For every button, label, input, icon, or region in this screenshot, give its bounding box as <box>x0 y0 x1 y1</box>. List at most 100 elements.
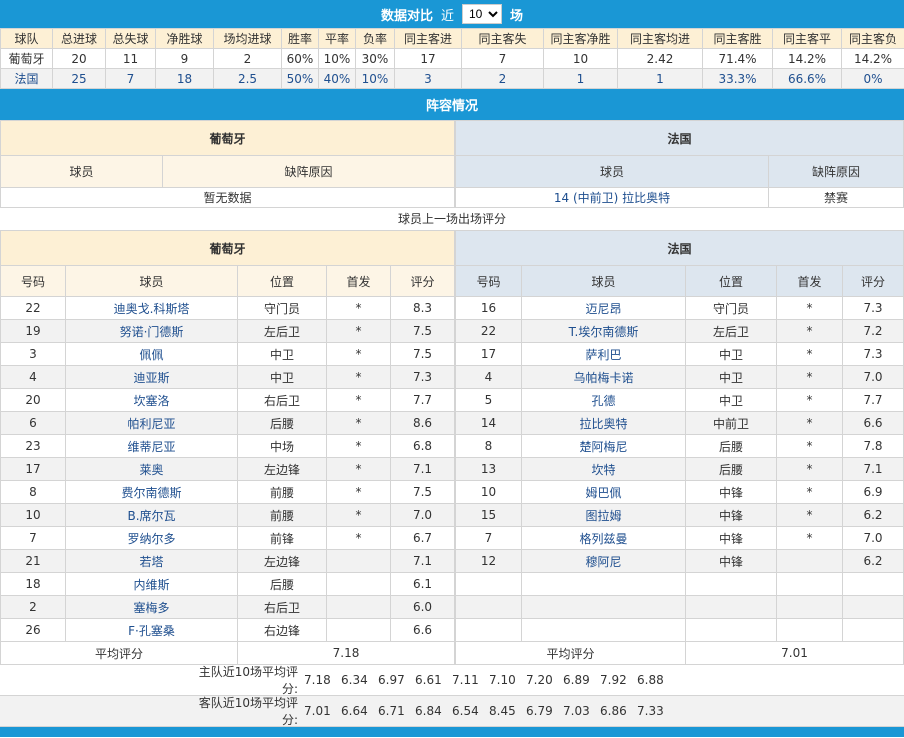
player-starter <box>326 549 391 573</box>
player-starter <box>776 549 843 573</box>
stats-col-header: 同主客失 <box>461 28 544 49</box>
player-name[interactable]: 楚阿梅尼 <box>521 434 686 458</box>
player-number: 12 <box>455 549 522 573</box>
player-name[interactable]: T.埃尔南德斯 <box>521 319 686 343</box>
player-position: 前锋 <box>237 526 327 550</box>
player-starter: * <box>326 388 391 412</box>
player-name[interactable]: F·孔塞桑 <box>65 618 238 642</box>
player-name[interactable]: 坎特 <box>521 457 686 481</box>
col-player: 球员 <box>0 155 163 188</box>
stats-col-header: 同主客进 <box>394 28 462 49</box>
player-position: 中锋 <box>685 526 777 550</box>
player-name[interactable]: 迈尼昂 <box>521 296 686 320</box>
player-name[interactable]: 费尔南德斯 <box>65 480 238 504</box>
player-name[interactable]: B.席尔瓦 <box>65 503 238 527</box>
ratings-col-header: 位置 <box>237 265 327 297</box>
home-recent-label: 主队近10场平均评分: <box>198 665 298 696</box>
player-row: 10 姆巴佩 中锋 * 6.9 <box>455 480 904 504</box>
stats-col-header: 球队 <box>0 28 53 49</box>
player-name[interactable]: 帕利尼亚 <box>65 411 238 435</box>
stats-cell: 14.2% <box>841 48 904 69</box>
player-name[interactable]: 图拉姆 <box>521 503 686 527</box>
stats-col-header: 场均进球 <box>213 28 282 49</box>
stats-col-header: 净胜球 <box>155 28 214 49</box>
stats-cell: 60% <box>281 48 319 69</box>
empty-cell <box>776 595 843 619</box>
player-position: 中锋 <box>685 480 777 504</box>
avg-value: 7.01 <box>685 641 904 665</box>
player-starter: * <box>776 526 843 550</box>
player-name[interactable]: 姆巴佩 <box>521 480 686 504</box>
player-name[interactable]: 迪奥戈.科斯塔 <box>65 296 238 320</box>
stats-col-header: 同主客净胜 <box>543 28 618 49</box>
team-name: 葡萄牙 <box>0 230 455 266</box>
player-number: 5 <box>455 388 522 412</box>
player-rating: 6.2 <box>842 503 904 527</box>
player-name[interactable]: 乌帕梅卡诺 <box>521 365 686 389</box>
empty-cell <box>842 595 904 619</box>
stats-cell: 10 <box>543 48 618 69</box>
stats-cell: 18 <box>155 68 214 89</box>
recent-rating: 6.89 <box>563 673 590 687</box>
player-name[interactable]: 努诺·门德斯 <box>65 319 238 343</box>
player-name[interactable]: 坎塞洛 <box>65 388 238 412</box>
player-name[interactable]: 莱奥 <box>65 457 238 481</box>
player-name[interactable]: 若塔 <box>65 549 238 573</box>
player-row: 2 塞梅多 右后卫 6.0 <box>0 595 455 619</box>
player-number: 22 <box>0 296 66 320</box>
stats-cell: 50% <box>281 68 319 89</box>
player-starter: * <box>326 365 391 389</box>
player-starter: * <box>776 365 843 389</box>
player-number: 3 <box>0 342 66 366</box>
avg-row: 平均评分 7.01 <box>455 641 904 665</box>
player-position: 左后卫 <box>685 319 777 343</box>
player-name[interactable]: 孔德 <box>521 388 686 412</box>
player-name[interactable]: 塞梅多 <box>65 595 238 619</box>
player-position: 中锋 <box>685 549 777 573</box>
player-name[interactable]: 内维斯 <box>65 572 238 596</box>
stats-cell: 40% <box>318 68 356 89</box>
stats-cell: 11 <box>105 48 156 69</box>
player-number: 17 <box>455 342 522 366</box>
recent-rating: 6.61 <box>415 673 442 687</box>
player-name[interactable]: 拉比奥特 <box>521 411 686 435</box>
player-name[interactable]: 格列兹曼 <box>521 526 686 550</box>
player-rating: 6.6 <box>390 618 455 642</box>
stats-cell: 0% <box>841 68 904 89</box>
player-row: 21 若塔 左边锋 7.1 <box>0 549 455 573</box>
player-number: 22 <box>455 319 522 343</box>
player-number: 19 <box>0 319 66 343</box>
stats-cell: 2 <box>213 48 282 69</box>
absent-player-link[interactable]: 14 (中前卫) 拉比奥特 <box>455 187 769 208</box>
player-row: 4 迪亚斯 中卫 * 7.3 <box>0 365 455 389</box>
stats-cell: 2.5 <box>213 68 282 89</box>
player-row: 14 拉比奥特 中前卫 * 6.6 <box>455 411 904 435</box>
stats-cell: 9 <box>155 48 214 69</box>
player-name[interactable]: 迪亚斯 <box>65 365 238 389</box>
col-reason: 缺阵原因 <box>768 155 904 188</box>
player-name[interactable]: 穆阿尼 <box>521 549 686 573</box>
match-count-select[interactable]: 10 <box>462 4 502 24</box>
player-position: 左边锋 <box>237 457 327 481</box>
player-name[interactable]: 萨利巴 <box>521 342 686 366</box>
player-number: 7 <box>0 526 66 550</box>
player-name[interactable]: 佩佩 <box>65 342 238 366</box>
player-name[interactable]: 维蒂尼亚 <box>65 434 238 458</box>
away-recent-label: 客队近10场平均评分: <box>198 696 298 727</box>
player-position: 右后卫 <box>237 388 327 412</box>
player-position: 中前卫 <box>685 411 777 435</box>
player-number: 6 <box>0 411 66 435</box>
stats-col-header: 同主客平 <box>772 28 842 49</box>
player-number: 20 <box>0 388 66 412</box>
player-position: 后腰 <box>237 411 327 435</box>
player-row: 4 乌帕梅卡诺 中卫 * 7.0 <box>455 365 904 389</box>
ratings-col-header-row: 号码 球员 位置 首发 评分 <box>0 265 455 297</box>
player-starter: * <box>776 342 843 366</box>
player-number: 18 <box>0 572 66 596</box>
player-row: 12 穆阿尼 中锋 6.2 <box>455 549 904 573</box>
player-position: 右边锋 <box>237 618 327 642</box>
player-rating: 6.7 <box>390 526 455 550</box>
player-row: 17 萨利巴 中卫 * 7.3 <box>455 342 904 366</box>
player-name[interactable]: 罗纳尔多 <box>65 526 238 550</box>
stats-cell: 1 <box>617 68 703 89</box>
